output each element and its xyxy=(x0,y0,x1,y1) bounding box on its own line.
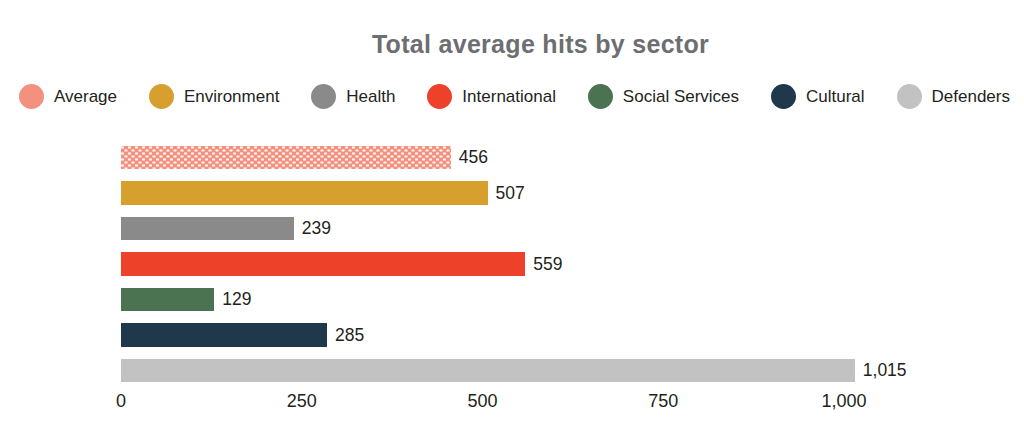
bar-international[interactable] xyxy=(121,252,525,275)
x-tick-label: 750 xyxy=(648,391,678,412)
x-axis: 0 250 500 750 1,000 xyxy=(121,391,911,413)
bar-row: 285 xyxy=(121,323,907,346)
bar-environment[interactable] xyxy=(121,181,488,204)
bar-value-label: 507 xyxy=(496,183,525,204)
bar-row: 129 xyxy=(121,288,907,311)
bar-health[interactable] xyxy=(121,217,294,240)
x-tick-label: 500 xyxy=(467,391,497,412)
legend-swatch-social-services-icon xyxy=(588,84,613,109)
x-tick-label: 250 xyxy=(287,391,317,412)
bar-value-label: 1,015 xyxy=(863,360,907,381)
bar-average[interactable] xyxy=(121,146,451,169)
bar-value-label: 285 xyxy=(335,325,364,346)
bar-value-label: 239 xyxy=(302,218,331,239)
legend-label: Health xyxy=(346,87,395,107)
legend-label: Environment xyxy=(184,87,279,107)
x-tick-label: 0 xyxy=(116,391,126,412)
legend-swatch-defenders-icon xyxy=(897,84,922,109)
bar-social-services[interactable] xyxy=(121,288,214,311)
bar-value-label: 559 xyxy=(533,254,562,275)
bar-cultural[interactable] xyxy=(121,323,327,346)
bar-row: 1,015 xyxy=(121,359,907,382)
legend-swatch-average-icon xyxy=(19,84,44,109)
legend-item-defenders[interactable]: Defenders xyxy=(897,84,1010,109)
legend-item-international[interactable]: International xyxy=(427,84,556,109)
legend-swatch-cultural-icon xyxy=(771,84,796,109)
legend-item-average[interactable]: Average xyxy=(19,84,117,109)
bar-value-label: 456 xyxy=(459,147,488,168)
legend-label: Social Services xyxy=(623,87,739,107)
x-tick-label: 1,000 xyxy=(821,391,866,412)
bar-value-label: 129 xyxy=(222,289,251,310)
legend-label: Defenders xyxy=(932,87,1010,107)
plot-area: 456 507 239 559 129 285 1,015 xyxy=(121,146,907,394)
chart-title: Total average hits by sector xyxy=(121,30,960,59)
bar-row: 507 xyxy=(121,181,907,204)
bar-chart: Total average hits by sector Average Env… xyxy=(0,0,1024,441)
legend-label: International xyxy=(462,87,556,107)
bar-defenders[interactable] xyxy=(121,359,855,382)
bar-row: 559 xyxy=(121,252,907,275)
chart-legend: Average Environment Health International… xyxy=(0,84,1024,109)
legend-item-environment[interactable]: Environment xyxy=(149,84,279,109)
legend-label: Average xyxy=(54,87,117,107)
legend-item-cultural[interactable]: Cultural xyxy=(771,84,865,109)
legend-swatch-health-icon xyxy=(311,84,336,109)
legend-label: Cultural xyxy=(806,87,865,107)
legend-swatch-international-icon xyxy=(427,84,452,109)
legend-item-health[interactable]: Health xyxy=(311,84,395,109)
bar-row: 456 xyxy=(121,146,907,169)
bar-row: 239 xyxy=(121,217,907,240)
legend-item-social-services[interactable]: Social Services xyxy=(588,84,739,109)
legend-swatch-environment-icon xyxy=(149,84,174,109)
